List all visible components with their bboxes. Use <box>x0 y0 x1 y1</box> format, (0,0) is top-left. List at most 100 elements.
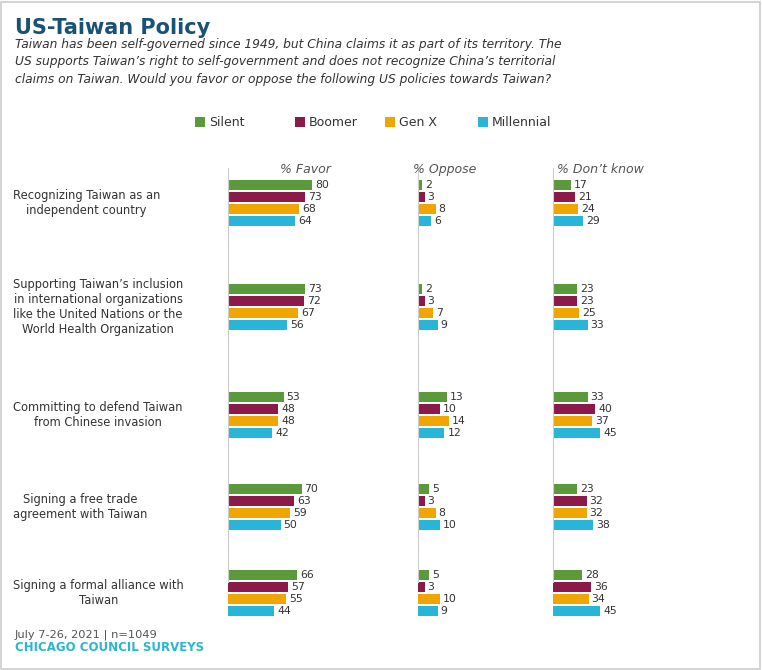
Bar <box>228 428 272 438</box>
Text: 13: 13 <box>450 392 463 402</box>
Text: Boomer: Boomer <box>309 115 358 129</box>
Text: 3: 3 <box>427 582 434 592</box>
Text: Recognizing Taiwan as an
independent country: Recognizing Taiwan as an independent cou… <box>13 189 160 217</box>
Text: 56: 56 <box>290 320 303 330</box>
Text: 29: 29 <box>587 216 600 226</box>
Bar <box>553 484 577 494</box>
Text: % Don’t know: % Don’t know <box>556 163 643 176</box>
Text: 5: 5 <box>432 570 439 580</box>
Bar <box>553 570 582 580</box>
Text: 32: 32 <box>590 496 604 506</box>
Text: 37: 37 <box>595 416 609 426</box>
Bar <box>418 180 422 190</box>
Bar <box>195 117 205 127</box>
Bar <box>418 416 449 426</box>
Bar <box>553 284 577 294</box>
Bar <box>228 404 278 414</box>
Text: 8: 8 <box>439 508 446 518</box>
Bar <box>418 404 440 414</box>
Bar <box>228 284 305 294</box>
Bar <box>553 404 595 414</box>
Text: 48: 48 <box>281 404 295 414</box>
Text: 40: 40 <box>598 404 612 414</box>
Text: 38: 38 <box>596 520 610 530</box>
Bar <box>228 582 288 592</box>
Bar <box>553 204 578 214</box>
Text: 14: 14 <box>452 416 466 426</box>
Bar <box>228 508 290 518</box>
Text: 50: 50 <box>283 520 297 530</box>
Bar <box>418 296 424 306</box>
Text: 72: 72 <box>306 296 320 306</box>
Text: 45: 45 <box>604 428 617 438</box>
Text: 2: 2 <box>425 180 432 190</box>
Text: 23: 23 <box>580 484 594 494</box>
Text: 66: 66 <box>300 570 314 580</box>
Text: 8: 8 <box>439 204 446 214</box>
Bar <box>553 308 579 318</box>
Bar <box>228 392 283 402</box>
Bar <box>553 416 592 426</box>
Bar <box>553 296 577 306</box>
Text: 10: 10 <box>443 594 457 604</box>
Text: 64: 64 <box>298 216 312 226</box>
Text: 33: 33 <box>591 392 604 402</box>
Bar <box>418 570 429 580</box>
Text: July 7-26, 2021 | n=1049: July 7-26, 2021 | n=1049 <box>15 630 158 640</box>
Bar <box>553 192 575 202</box>
Text: 3: 3 <box>427 296 434 306</box>
Bar <box>228 204 299 214</box>
Bar <box>418 606 438 616</box>
Bar <box>553 520 593 530</box>
Text: 80: 80 <box>315 180 329 190</box>
Bar <box>553 320 588 330</box>
Text: 2: 2 <box>425 284 432 294</box>
Text: 73: 73 <box>308 284 322 294</box>
Text: % Favor: % Favor <box>280 163 331 176</box>
Text: 9: 9 <box>440 320 448 330</box>
Text: 44: 44 <box>277 606 291 616</box>
Bar <box>228 416 278 426</box>
Text: 42: 42 <box>275 428 289 438</box>
Text: 32: 32 <box>590 508 604 518</box>
Bar <box>418 284 422 294</box>
Bar <box>418 308 434 318</box>
Text: 3: 3 <box>427 192 434 202</box>
Text: 73: 73 <box>308 192 322 202</box>
Bar <box>228 570 297 580</box>
Text: 45: 45 <box>604 606 617 616</box>
Text: 36: 36 <box>594 582 607 592</box>
Text: 10: 10 <box>443 520 457 530</box>
Text: 70: 70 <box>305 484 319 494</box>
Bar <box>553 508 587 518</box>
Bar <box>418 520 440 530</box>
Bar <box>228 216 295 226</box>
Bar <box>228 308 299 318</box>
Bar <box>418 392 447 402</box>
Bar <box>553 216 584 226</box>
Text: 53: 53 <box>287 392 300 402</box>
Text: 9: 9 <box>440 606 448 616</box>
Bar <box>418 496 424 506</box>
Text: Signing a free trade
agreement with Taiwan: Signing a free trade agreement with Taiw… <box>13 493 147 521</box>
Bar <box>418 508 436 518</box>
Text: US-Taiwan Policy: US-Taiwan Policy <box>15 18 210 38</box>
Bar <box>418 582 424 592</box>
Bar <box>418 428 444 438</box>
Text: 5: 5 <box>432 484 439 494</box>
Bar <box>385 117 395 127</box>
Text: 17: 17 <box>574 180 588 190</box>
Bar <box>418 320 438 330</box>
Text: 7: 7 <box>437 308 443 318</box>
Text: 33: 33 <box>591 320 604 330</box>
Bar <box>553 594 589 604</box>
Bar <box>418 484 429 494</box>
Bar <box>478 117 488 127</box>
Bar <box>228 320 287 330</box>
Text: 24: 24 <box>581 204 595 214</box>
Text: Committing to defend Taiwan
from Chinese invasion: Committing to defend Taiwan from Chinese… <box>13 401 183 429</box>
Text: Gen X: Gen X <box>399 115 437 129</box>
Text: 59: 59 <box>293 508 306 518</box>
Text: 21: 21 <box>578 192 592 202</box>
Bar <box>553 428 600 438</box>
